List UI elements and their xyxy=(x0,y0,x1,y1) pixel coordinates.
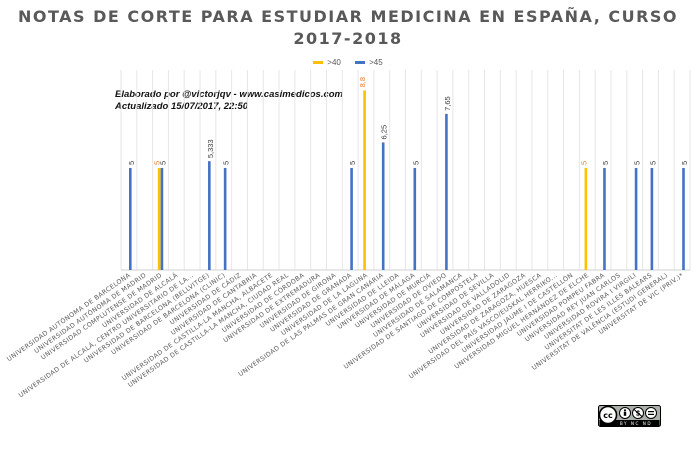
credits-note: Elaborado por @victorjqv - www.casimedic… xyxy=(115,89,343,113)
bar-over-45-universidad-de-oviedo xyxy=(445,113,448,270)
bar-over-45-universitat-de-les-illes-balears xyxy=(650,167,654,270)
data-label-over-45-universidad-complutense-de-madrid: 5 xyxy=(158,161,167,165)
legend: >40 >45 xyxy=(0,58,696,67)
bars xyxy=(129,90,685,270)
legend-swatch-over-40 xyxy=(313,61,324,65)
data-label-over-45-universidad-de-las-palmas-de-gran-canaria: 6,25 xyxy=(380,125,389,140)
data-label-over-45-universidad-rovira-i-virgili: 5 xyxy=(633,161,642,165)
license-badge-text: BY NC ND xyxy=(620,421,652,426)
data-label-over-45-universidad-pompeu-fabra: 5 xyxy=(601,161,610,165)
bar-over-45-universidad-de-las-palmas-de-gran-canaria xyxy=(381,142,385,270)
legend-label-over-40: >40 xyxy=(327,58,341,67)
data-label-over-40-universidad-miguel-hernandez-de-elche: 5 xyxy=(579,161,588,165)
bar-over-45-universidad-autonoma-de-barcelona xyxy=(129,167,132,270)
cc-icon xyxy=(598,405,618,425)
data-label-over-45-universidad-de-granada: 5 xyxy=(348,161,357,165)
legend-item-over-40: >40 xyxy=(313,58,341,67)
data-label-over-40-universidad-de-la-laguna: 8,8 xyxy=(358,77,367,87)
bar-over-45-universidad-complutense-de-madrid xyxy=(160,167,164,270)
nd-icon xyxy=(645,407,657,419)
bar-over-45-universidad-de-granada xyxy=(350,167,353,270)
bar-over-45-universidad-pompeu-fabra xyxy=(603,167,606,270)
data-label-over-45-universitat-de-vic-priv: 5 xyxy=(680,161,689,165)
credits-updated: Actualizado 15/07/2017, 22:50 xyxy=(115,101,249,112)
creative-commons-badge: cc $ BY NC ND xyxy=(598,405,661,427)
category-tick-labels: UNIVERSIDAD AUTÓNOMA DE BARCELONAUNIVERS… xyxy=(5,270,685,399)
chart-title: NOTAS DE CORTE PARA ESTUDIAR MEDICINA EN… xyxy=(0,6,696,50)
data-label-over-45-universidad-de-oviedo: 7,65 xyxy=(443,96,452,111)
data-label-over-45-universidad-de-barcelona-clinic: 5 xyxy=(222,161,231,165)
chart-title-line-1: NOTAS DE CORTE PARA ESTUDIAR MEDICINA EN… xyxy=(17,7,679,26)
svg-text:cc: cc xyxy=(603,411,613,420)
data-label-over-40-universidad-complutense-de-madrid: 5 xyxy=(153,161,162,165)
bar-over-45-universidad-de-barcelona-bellvitge xyxy=(208,161,211,270)
bar-over-45-universidad-rovira-i-virgili xyxy=(634,167,638,270)
data-label-over-45-universitat-de-les-illes-balears: 5 xyxy=(648,161,657,165)
bar-over-45-universitat-de-vic-priv xyxy=(682,167,685,270)
bar-over-45-universidad-de-barcelona-clinic xyxy=(223,167,227,270)
credits-author: Elaborado por @victorjqv - www.casimedic… xyxy=(115,89,343,100)
bar-over-45-universidad-de-malaga xyxy=(413,167,417,270)
data-label-over-45-universidad-autonoma-de-barcelona: 5 xyxy=(127,161,136,165)
gridlines xyxy=(120,70,691,271)
bar-over-40-universidad-de-la-laguna xyxy=(363,90,366,270)
legend-item-over-45: >45 xyxy=(355,58,383,67)
legend-label-over-45: >45 xyxy=(369,58,383,67)
data-label-over-45-universidad-de-malaga: 5 xyxy=(411,161,420,165)
bar-over-40-universidad-miguel-hernandez-de-elche xyxy=(584,167,588,270)
bar-over-40-universidad-complutense-de-madrid xyxy=(157,167,161,270)
legend-swatch-over-45 xyxy=(355,61,366,65)
data-label-over-45-universidad-de-barcelona-bellvitge: 5,333 xyxy=(206,139,215,158)
chart-title-line-2: 2017-2018 xyxy=(293,29,403,48)
